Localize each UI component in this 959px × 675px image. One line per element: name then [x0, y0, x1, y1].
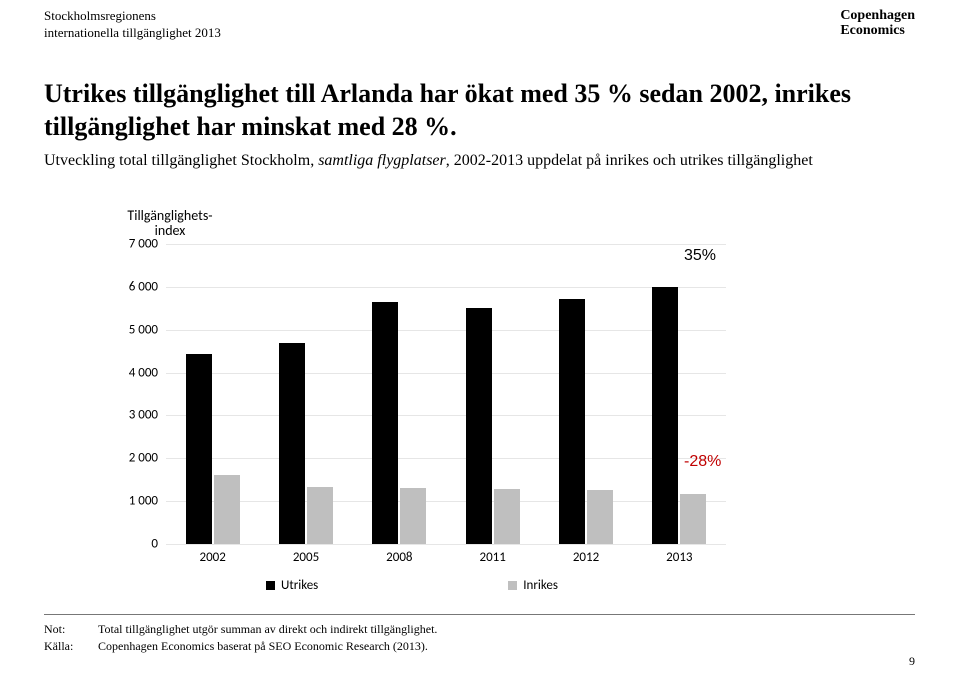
bar-utrikes [279, 343, 305, 544]
x-tick-label: 2011 [446, 550, 539, 565]
header-right: Copenhagen Economics [840, 8, 915, 39]
legend-item-utrikes: Utrikes [266, 578, 318, 593]
bar-utrikes [372, 302, 398, 544]
bar-group: 2008 [353, 244, 446, 544]
bar-utrikes [559, 299, 585, 544]
legend-item-inrikes: Inrikes [508, 578, 558, 593]
source-text: Copenhagen Economics baserat på SEO Econ… [98, 638, 428, 655]
bar-inrikes [680, 494, 706, 544]
note-label: Not: [44, 621, 98, 638]
header-left-line2: internationella tillgänglighet 2013 [44, 25, 221, 42]
x-tick-label: 2012 [539, 550, 632, 565]
bar-group: 2011 [446, 244, 539, 544]
page-number: 9 [909, 654, 915, 669]
legend: Utrikes Inrikes [166, 578, 826, 593]
x-tick-label: 2008 [353, 550, 446, 565]
annotation: -28% [684, 453, 721, 471]
bar-utrikes [466, 308, 492, 544]
legend-label-inrikes: Inrikes [523, 578, 558, 593]
header-right-line2: Economics [840, 23, 915, 38]
y-tick-label: 2 000 [110, 451, 158, 466]
gridline [166, 544, 726, 545]
bar-group: 2013 [633, 244, 726, 544]
legend-swatch-inrikes [508, 581, 517, 590]
y-tick-label: 3 000 [110, 408, 158, 423]
annotation: 35% [684, 247, 716, 265]
source-label: Källa: [44, 638, 98, 655]
y-tick-label: 1 000 [110, 494, 158, 509]
subtitle-part2: , 2002-2013 uppdelat på inrikes och utri… [446, 152, 813, 169]
bar-group: 2012 [539, 244, 632, 544]
header-right-line1: Copenhagen [840, 8, 915, 23]
plot-area: 01 0002 0003 0004 0005 0006 0007 0002002… [166, 244, 726, 544]
page: Stockholmsregionens internationella till… [0, 0, 959, 675]
note-text: Total tillgänglighet utgör summan av dir… [98, 621, 437, 638]
bar-utrikes [652, 287, 678, 544]
note-row: Not: Total tillgänglighet utgör summan a… [44, 621, 915, 638]
y-tick-label: 6 000 [110, 279, 158, 294]
header-left: Stockholmsregionens internationella till… [44, 8, 221, 42]
header-left-line1: Stockholmsregionens [44, 8, 221, 25]
subtitle-part1: Utveckling total tillgänglighet Stockhol… [44, 152, 318, 169]
footnotes: Not: Total tillgänglighet utgör summan a… [44, 614, 915, 655]
bar-inrikes [587, 490, 613, 544]
y-tick-label: 7 000 [110, 237, 158, 252]
y-tick-label: 5 000 [110, 322, 158, 337]
page-title: Utrikes tillgänglighet till Arlanda har … [44, 78, 915, 143]
bar-inrikes [400, 488, 426, 544]
x-tick-label: 2002 [166, 550, 259, 565]
legend-label-utrikes: Utrikes [281, 578, 318, 593]
subtitle-italic: samtliga flygplatser [318, 152, 446, 169]
source-row: Källa: Copenhagen Economics baserat på S… [44, 638, 915, 655]
x-tick-label: 2005 [259, 550, 352, 565]
bar-group: 2005 [259, 244, 352, 544]
y-tick-label: 4 000 [110, 365, 158, 380]
y-tick-label: 0 [110, 537, 158, 552]
subtitle: Utveckling total tillgänglighet Stockhol… [44, 150, 915, 172]
bar-inrikes [494, 489, 520, 544]
x-tick-label: 2013 [633, 550, 726, 565]
bar-utrikes [186, 354, 212, 544]
bar-group: 2002 [166, 244, 259, 544]
bar-inrikes [307, 487, 333, 544]
bar-inrikes [214, 475, 240, 544]
chart: 01 0002 0003 0004 0005 0006 0007 0002002… [110, 200, 730, 544]
legend-swatch-utrikes [266, 581, 275, 590]
